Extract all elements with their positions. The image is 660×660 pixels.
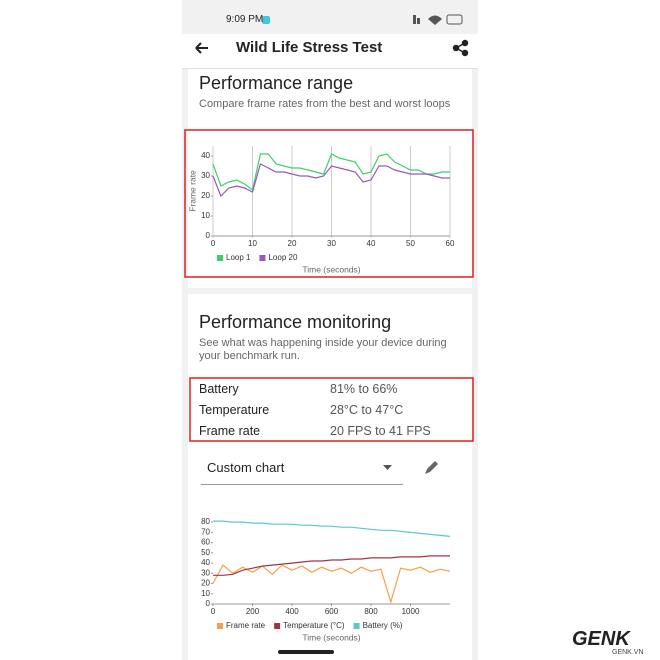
card-title: Performance monitoring bbox=[199, 312, 392, 332]
y-tick-label: 40 bbox=[201, 558, 210, 567]
y-axis-label: Frame rate bbox=[187, 170, 197, 212]
legend-label: Frame rate bbox=[226, 621, 266, 630]
status-icons bbox=[413, 14, 463, 25]
back-button[interactable] bbox=[195, 42, 208, 54]
watermark-site: GENK.VN bbox=[612, 649, 644, 656]
card-title: Performance range bbox=[199, 73, 354, 93]
y-tick-label: 80 bbox=[201, 517, 210, 526]
legend-swatch bbox=[274, 623, 281, 629]
x-tick-label: 200 bbox=[246, 607, 260, 616]
legend-swatch bbox=[217, 255, 223, 261]
legend-label: Battery (%) bbox=[363, 621, 403, 630]
series-line bbox=[212, 163, 450, 198]
y-tick-label: 70 bbox=[201, 527, 210, 536]
share-button[interactable] bbox=[452, 39, 469, 57]
highlight-box bbox=[184, 129, 474, 278]
series-line bbox=[213, 520, 451, 537]
x-tick-label: 20 bbox=[288, 239, 297, 248]
row-label: Temperature bbox=[199, 403, 270, 417]
card-subtitle: Compare frame rates from the best and wo… bbox=[199, 98, 451, 110]
series-line bbox=[212, 564, 451, 605]
x-tick-label: 0 bbox=[211, 607, 216, 616]
x-axis-label: Time (seconds) bbox=[302, 632, 360, 642]
legend-label: Loop 1 bbox=[226, 253, 251, 262]
y-tick-label: 40 bbox=[201, 151, 210, 160]
x-tick-label: 1000 bbox=[402, 607, 420, 616]
y-tick-label: 10 bbox=[201, 589, 210, 598]
y-tick-label: 0 bbox=[206, 599, 211, 608]
row-value: 28°C to 47°C bbox=[330, 403, 404, 417]
x-tick-label: 60 bbox=[446, 239, 455, 248]
legend-label: Loop 20 bbox=[268, 253, 297, 262]
watermark-logo: GENK bbox=[572, 628, 630, 650]
edit-button[interactable] bbox=[425, 461, 438, 474]
y-tick-label: 20 bbox=[201, 579, 210, 588]
y-tick-label: 20 bbox=[201, 191, 210, 200]
legend-swatch bbox=[217, 623, 223, 629]
y-tick-label: 50 bbox=[201, 548, 210, 557]
y-tick-label: 10 bbox=[201, 211, 210, 220]
legend-label: Temperature (°C) bbox=[283, 621, 345, 630]
monitoring-card bbox=[188, 294, 472, 660]
app-bar bbox=[182, 34, 478, 68]
y-tick-label: 30 bbox=[201, 568, 210, 577]
status-icon bbox=[262, 16, 270, 24]
y-tick-label: 0 bbox=[206, 231, 211, 240]
x-tick-label: 30 bbox=[327, 239, 336, 248]
highlight-box bbox=[189, 377, 474, 442]
x-tick-label: 50 bbox=[406, 239, 415, 248]
status-time: 9:09 PM bbox=[226, 14, 264, 25]
y-tick-label: 30 bbox=[201, 171, 210, 180]
x-tick-label: 600 bbox=[325, 607, 339, 616]
app-title: Wild Life Stress Test bbox=[236, 39, 383, 56]
card-subtitle: See what was happening inside your devic… bbox=[199, 337, 447, 362]
x-tick-label: 10 bbox=[248, 239, 257, 248]
x-tick-label: 400 bbox=[285, 607, 299, 616]
series-line bbox=[213, 555, 450, 576]
x-tick-label: 40 bbox=[367, 239, 376, 248]
dropdown[interactable]: Custom chart bbox=[207, 460, 285, 475]
legend-swatch bbox=[259, 255, 266, 261]
row-value: 81% to 66% bbox=[330, 382, 398, 396]
row-value: 20 FPS to 41 FPS bbox=[330, 424, 431, 438]
y-tick-label: 60 bbox=[201, 538, 210, 547]
home-indicator bbox=[278, 650, 334, 654]
range-card bbox=[188, 69, 472, 288]
x-tick-label: 800 bbox=[364, 607, 378, 616]
row-label: Frame rate bbox=[199, 424, 261, 438]
x-tick-label: 0 bbox=[211, 239, 216, 248]
row-label: Battery bbox=[199, 382, 239, 396]
x-axis-label: Time (seconds) bbox=[302, 264, 360, 274]
legend-swatch bbox=[353, 623, 360, 629]
dropdown-arrow[interactable] bbox=[383, 465, 392, 470]
